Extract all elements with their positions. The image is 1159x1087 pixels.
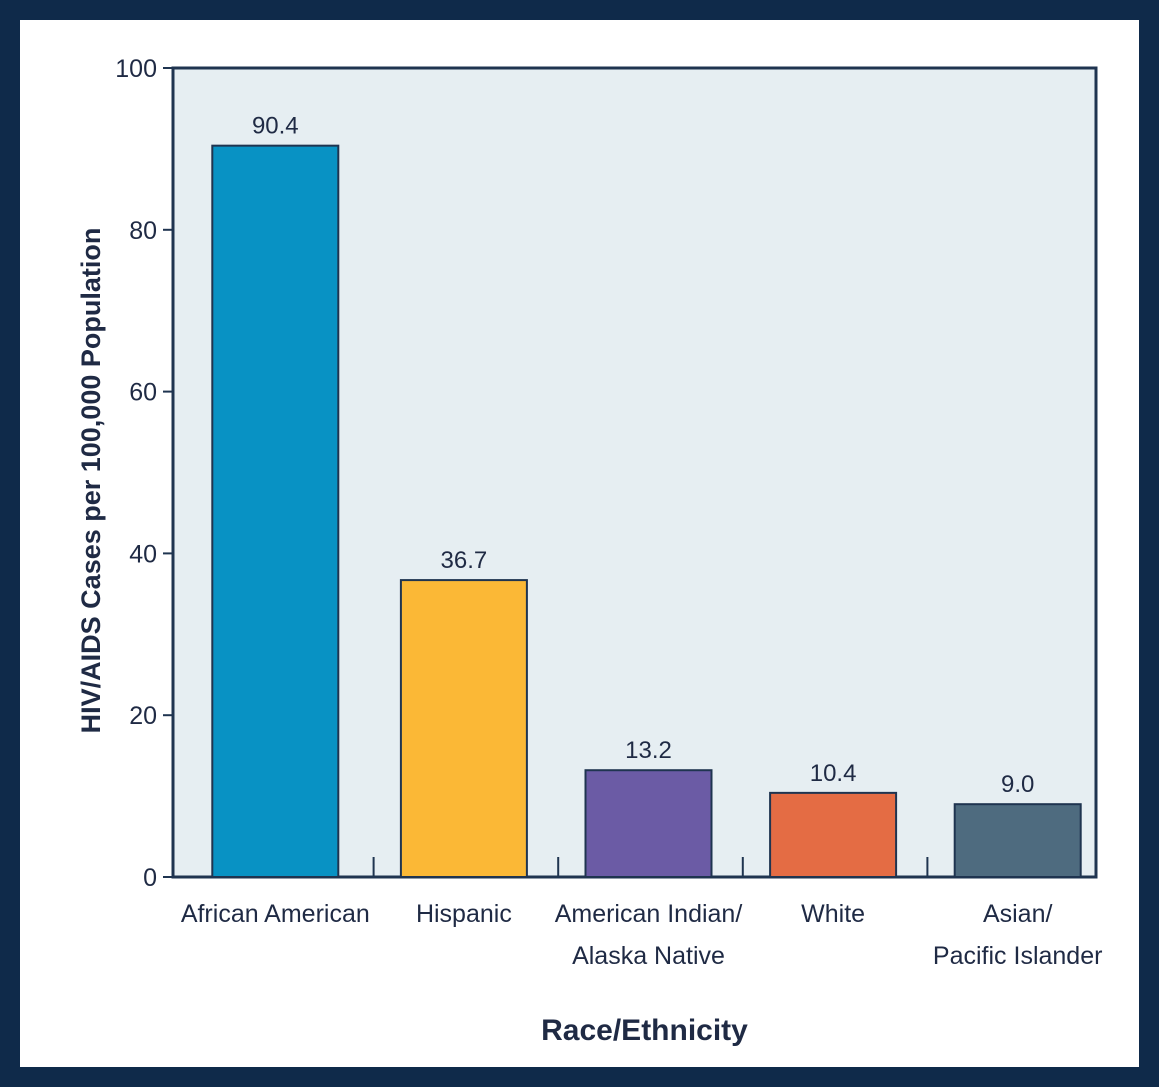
bar bbox=[584, 769, 713, 878]
bar-value-label: 13.2 bbox=[625, 737, 672, 764]
category-label: Hispanic bbox=[416, 900, 512, 928]
category-label: Pacific Islander bbox=[933, 942, 1103, 970]
bar bbox=[769, 791, 898, 879]
bar-value-label: 90.4 bbox=[252, 113, 299, 140]
bar-value-label: 36.7 bbox=[441, 547, 488, 574]
y-tick-label: 20 bbox=[129, 702, 157, 730]
bar-value-label: 9.0 bbox=[1001, 771, 1034, 798]
y-tick-label: 80 bbox=[129, 217, 157, 245]
value-labels: 90.4 36.7 13.2 10.4 9.0 bbox=[252, 113, 1034, 799]
x-axis-label: Race/Ethnicity bbox=[541, 1014, 748, 1047]
category-label: American Indian/ bbox=[555, 900, 743, 928]
bar bbox=[953, 803, 1082, 878]
y-axis-ticks: 0 20 40 60 80 100 bbox=[115, 55, 929, 892]
bar bbox=[211, 144, 340, 878]
y-tick-label: 100 bbox=[115, 55, 157, 83]
category-labels: African American Hispanic American Indian/… bbox=[181, 900, 1103, 970]
bars bbox=[211, 144, 1082, 879]
y-axis-label: HIV/AIDS Cases per 100,000 Population bbox=[76, 228, 106, 734]
y-tick-label: 0 bbox=[143, 864, 157, 892]
bar bbox=[399, 579, 528, 878]
y-tick-label: 60 bbox=[129, 379, 157, 407]
category-label: African American bbox=[181, 900, 370, 928]
category-label: White bbox=[801, 900, 865, 928]
category-label: Asian/ bbox=[983, 900, 1053, 928]
bar-value-label: 10.4 bbox=[810, 760, 857, 787]
y-tick-label: 40 bbox=[129, 540, 157, 568]
category-label: Alaska Native bbox=[572, 942, 725, 970]
